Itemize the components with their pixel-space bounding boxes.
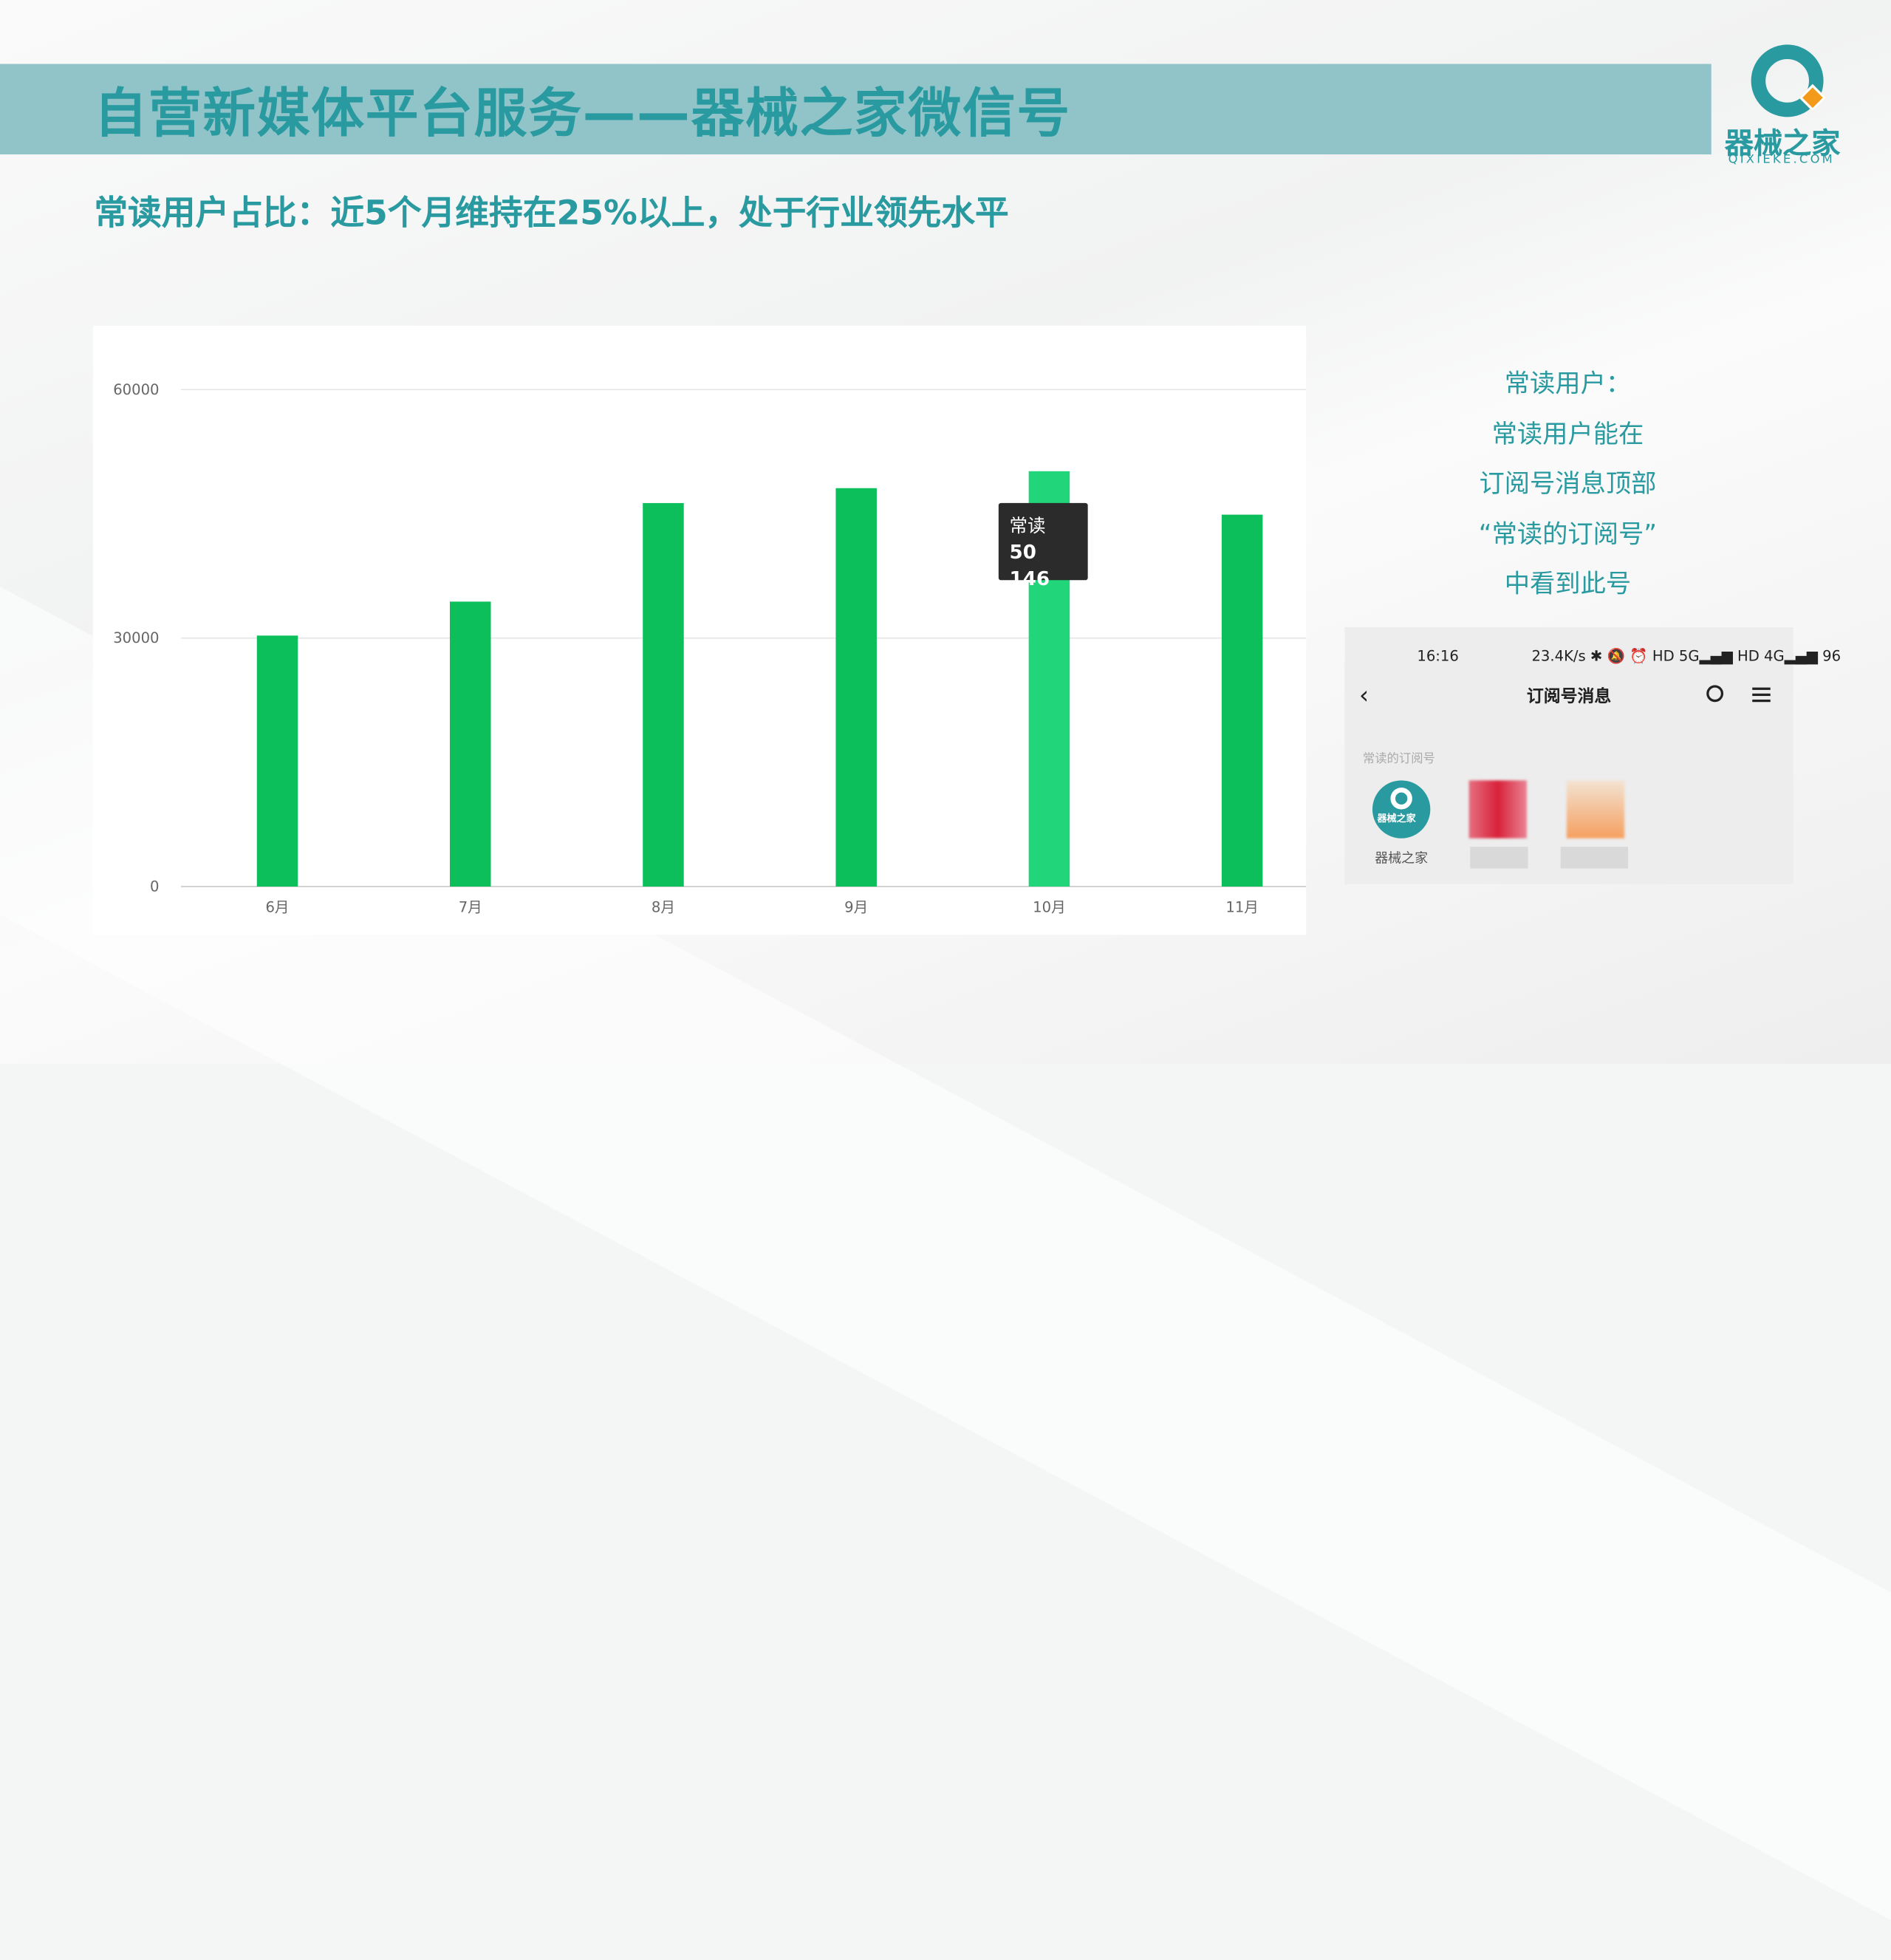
blurred-name [1560, 847, 1629, 869]
menu-icon[interactable] [1752, 687, 1771, 703]
page-title: 自营新媒体平台服务——器械之家微信号 [94, 83, 1071, 145]
page-subtitle: 常读用户占比：近5个月维持在25%以上，处于行业领先水平 [94, 193, 1009, 233]
avatar-text: 器械之家 [1377, 813, 1416, 824]
logo-name: 器械之家 [1724, 126, 1841, 161]
bar [256, 635, 298, 887]
side-note-line: 中看到此号 [1504, 569, 1632, 598]
x-tick-label: 10月 [1033, 898, 1065, 915]
account-name: 器械之家 [1375, 850, 1429, 867]
chart-tooltip: 常读 50 146 [998, 502, 1088, 590]
side-note-line: 常读用户： [1504, 369, 1632, 398]
logo-q-icon [1390, 788, 1412, 810]
y-tick-label: 60000 [113, 381, 159, 398]
phone-screenshot: 16:16 23.4K/s ✱ 🔕 ⏰ HD 5G▂▄▆ HD 4G▂▄▆ 96… [1344, 626, 1841, 884]
bar [835, 488, 877, 887]
x-tick-label: 8月 [652, 898, 675, 915]
side-note: 常读用户： 常读用户能在 订阅号消息顶部 “常读的订阅号” 中看到此号 [1423, 360, 1713, 610]
side-note-line: 订阅号消息顶部 [1479, 469, 1657, 499]
y-tick-label: 30000 [113, 629, 159, 646]
logo: 器械之家 QIXIEKE.COM [1719, 42, 1858, 175]
blurred-name [1470, 847, 1528, 869]
blurred-avatar[interactable] [1468, 780, 1527, 839]
y-tick-label: 0 [150, 878, 159, 895]
bar [643, 502, 684, 887]
blurred-avatar[interactable] [1566, 780, 1625, 839]
x-tick-label: 6月 [265, 898, 289, 915]
status-time: 16:16 [1417, 647, 1459, 665]
x-tick-label: 11月 [1225, 898, 1258, 915]
slide: 自营新媒体平台服务——器械之家微信号 常读用户占比：近5个月维持在25%以上，处… [0, 0, 1891, 1064]
side-note-line: “常读的订阅号” [1478, 519, 1658, 549]
bar [1221, 514, 1263, 887]
section-label: 常读的订阅号 [1362, 752, 1435, 766]
account-avatar[interactable]: 器械之家 [1372, 780, 1431, 839]
logo-url: QIXIEKE.COM [1728, 153, 1836, 167]
bar-chart: 0 30000 60000 6月 7月 8月 9月 10月 11月 [92, 325, 1307, 935]
side-note-line: 常读用户能在 [1491, 419, 1644, 448]
chart-svg: 0 30000 60000 6月 7月 8月 9月 10月 11月 [113, 381, 1307, 915]
x-tick-label: 7月 [459, 898, 482, 915]
x-tick-label: 9月 [844, 898, 868, 915]
bar [449, 601, 491, 887]
tooltip-value: 50 146 [1009, 540, 1050, 590]
search-icon[interactable] [1706, 685, 1724, 703]
screen-title: 订阅号消息 [1526, 687, 1612, 707]
title-bar [0, 64, 1712, 154]
status-icons: 23.4K/s ✱ 🔕 ⏰ HD 5G▂▄▆ HD 4G▂▄▆ 96 [1531, 647, 1842, 665]
back-icon[interactable]: ‹ [1358, 680, 1369, 709]
tooltip-label: 常读 [1009, 515, 1046, 537]
